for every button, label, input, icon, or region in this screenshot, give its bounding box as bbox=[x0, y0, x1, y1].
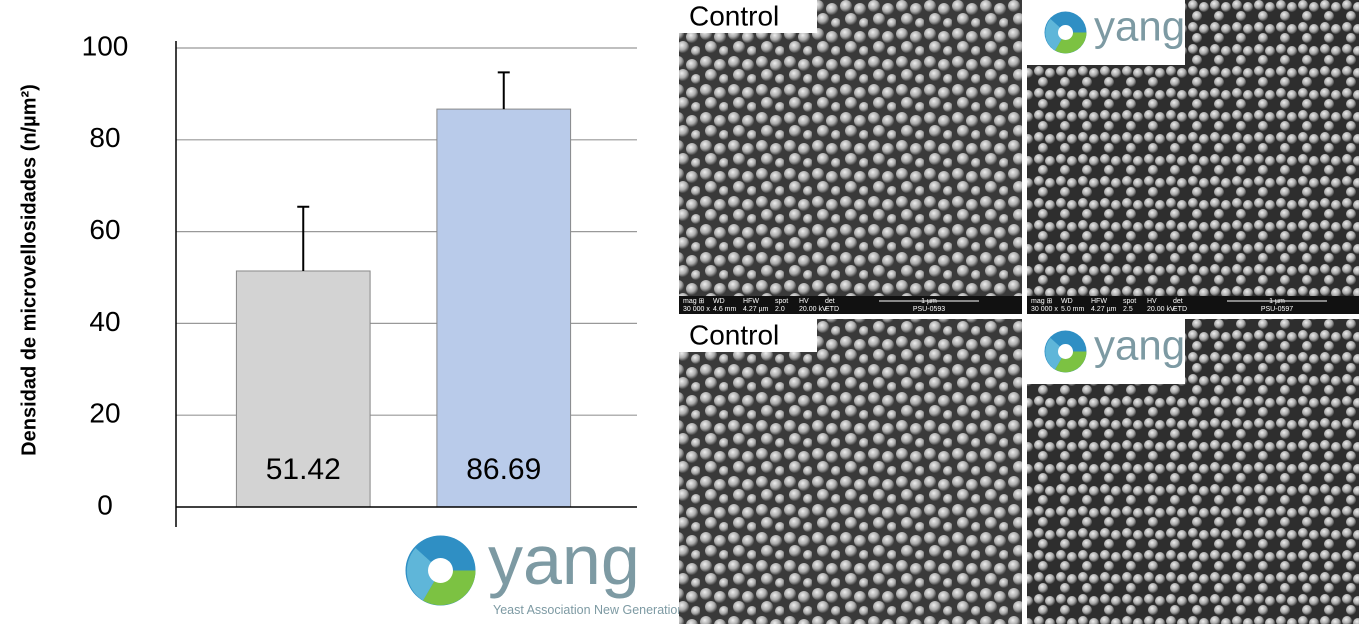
info-value: 30 000 x bbox=[1031, 306, 1058, 313]
y-tick-label: 60 bbox=[89, 214, 120, 245]
logo-mark bbox=[428, 558, 453, 583]
y-tick-label: 80 bbox=[89, 122, 120, 153]
logo: yang bbox=[1044, 322, 1185, 373]
label-box bbox=[679, 319, 817, 352]
y-tick-label: 100 bbox=[82, 30, 129, 61]
logo-name: yang bbox=[488, 521, 640, 599]
info-value: 2.0 bbox=[775, 306, 785, 313]
logo-mark bbox=[406, 548, 441, 601]
y-axis-label: Densidad de microvellosidades (n/µm²) bbox=[18, 84, 40, 456]
info-header: HV bbox=[799, 298, 809, 305]
info-header: HV bbox=[1147, 298, 1157, 305]
y-tick-label: 40 bbox=[89, 306, 120, 337]
chart: Densidad de microvellosidades (n/µm²) 0 2… bbox=[18, 30, 684, 616]
info-value: 20.00 kV bbox=[1147, 306, 1175, 313]
info-value: 4.6 mm bbox=[713, 306, 737, 313]
y-tick-label: 0 bbox=[97, 489, 113, 520]
info-header: WD bbox=[713, 298, 725, 305]
sem-image bbox=[679, 319, 1022, 624]
info-header: HFW bbox=[1091, 298, 1107, 305]
logo-mark bbox=[1045, 19, 1066, 51]
info-value: 2.5 bbox=[1123, 306, 1133, 313]
panel-label: Control bbox=[689, 0, 779, 31]
error-bar bbox=[497, 71, 510, 110]
info-value: 5.0 mm bbox=[1061, 306, 1085, 313]
bar bbox=[235, 270, 371, 508]
logo-tagline: Yeast Association New Generation bbox=[493, 603, 684, 617]
info-value: 4.27 µm bbox=[1091, 306, 1117, 313]
info-value: 30 000 x bbox=[683, 306, 710, 313]
info-header: spot bbox=[775, 298, 788, 305]
info-header: spot bbox=[1123, 298, 1136, 305]
logo-name: yang bbox=[1094, 3, 1185, 50]
info-header: det bbox=[825, 298, 835, 305]
info-header: mag ⊞ bbox=[683, 298, 705, 305]
info-value: 4.27 µm bbox=[743, 306, 769, 313]
value-label: 86.69 bbox=[466, 453, 541, 486]
info-value: ETD bbox=[1173, 306, 1187, 313]
sem-image bbox=[679, 0, 1022, 314]
image-id: PSU-0593 bbox=[913, 306, 945, 313]
label-box bbox=[679, 0, 817, 33]
logo-name: yang bbox=[1094, 322, 1185, 369]
info-header: det bbox=[1173, 298, 1183, 305]
logo-mark bbox=[1058, 344, 1073, 359]
logo-mark bbox=[1045, 338, 1066, 370]
logo: yang bbox=[1044, 3, 1185, 54]
image-id: PSU-0597 bbox=[1261, 306, 1293, 313]
value-label: 51.42 bbox=[266, 453, 341, 486]
info-header: WD bbox=[1061, 298, 1073, 305]
info-header: mag ⊞ bbox=[1031, 298, 1053, 305]
info-header: HFW bbox=[743, 298, 759, 305]
logo: yang Yeast Association New Generation bbox=[405, 521, 684, 617]
info-value: 20.00 kV bbox=[799, 306, 827, 313]
bar bbox=[436, 108, 572, 508]
y-tick-label: 20 bbox=[89, 398, 120, 429]
info-value: ETD bbox=[825, 306, 839, 313]
panel-label: Control bbox=[689, 319, 779, 350]
error-bar bbox=[297, 205, 310, 271]
logo-mark bbox=[1058, 25, 1073, 40]
